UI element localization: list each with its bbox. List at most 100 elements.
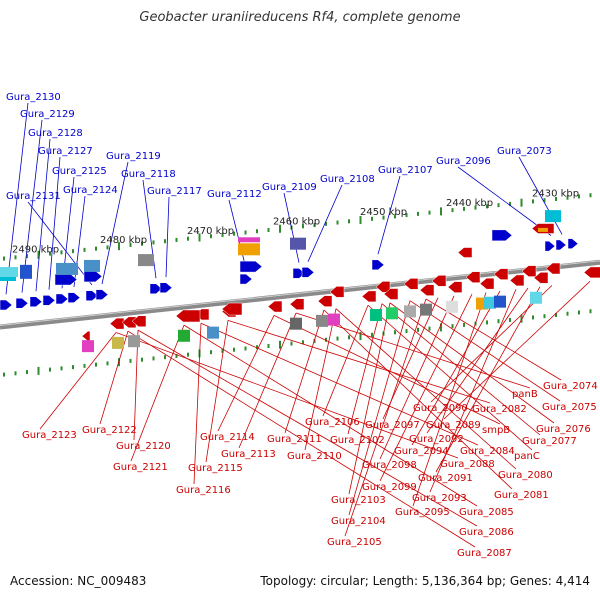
gene-box [328, 313, 340, 326]
gene-label-forward: Gura_2128 [28, 128, 83, 139]
forward-gene-arrow [239, 260, 263, 273]
gene-label-reverse: panC [514, 451, 540, 462]
map-title: Geobacter uraniireducens Rf4, complete g… [139, 10, 461, 25]
gene-box [238, 243, 260, 256]
gene-label-reverse: Gura_2087 [457, 548, 512, 559]
label-leader-line [322, 305, 369, 417]
forward-gene-arrow [159, 282, 173, 293]
gene-label-forward: Gura_2096 [436, 156, 491, 167]
gene-label-reverse: Gura_2088 [440, 459, 495, 470]
gene-label-reverse: panB [512, 389, 538, 400]
reverse-gene-arrow [479, 277, 495, 290]
reverse-gene-arrow [81, 330, 91, 342]
label-leader-line [27, 201, 93, 286]
gene-label-reverse: Gura_2077 [522, 436, 577, 447]
gene-label-reverse: Gura_2091 [418, 473, 473, 484]
gene-label-reverse: Gura_2093 [412, 493, 467, 504]
gene-box [494, 295, 506, 308]
label-leader-line [205, 320, 229, 463]
forward-gene-arrow [567, 238, 579, 249]
gene-label-reverse: Gura_2098 [362, 460, 417, 471]
label-leader-line [217, 315, 275, 432]
gene-label-reverse: Gura_2113 [221, 449, 276, 460]
gene-label-reverse: Gura_2089 [426, 420, 481, 431]
label-leader-line [227, 319, 491, 404]
gene-label-reverse: Gura_2092 [409, 434, 464, 445]
label-leader-line [193, 323, 202, 485]
label-leader-line [21, 119, 43, 293]
forward-gene-arrow [54, 273, 78, 286]
forward-gene-arrow [29, 296, 43, 308]
label-leader-line [35, 138, 51, 292]
label-leader-line [115, 332, 459, 459]
gene-label-forward: Gura_2108 [320, 174, 375, 185]
gene-label-reverse: Gura_2121 [113, 462, 168, 473]
gene-label-reverse: Gura_2104 [331, 516, 386, 527]
forward-gene-arrow [555, 239, 567, 251]
label-leader-line [367, 304, 533, 451]
topology-text: Topology: circular; Length: 5,136,364 bp… [260, 574, 590, 588]
gene-label-reverse: Gura_2094 [394, 446, 449, 457]
label-leader-line [5, 102, 29, 295]
gene-label-reverse: Gura_2110 [287, 451, 342, 462]
gene-label-reverse: Gura_2097 [365, 420, 420, 431]
reverse-gene-arrow [289, 298, 305, 310]
label-leader-line [348, 300, 411, 516]
forward-gene-arrow [301, 267, 315, 278]
reverse-gene-arrow [383, 288, 399, 300]
gene-label-reverse: smpB [482, 425, 510, 436]
gene-label-reverse: Gura_2123 [22, 430, 77, 441]
gene-box [290, 237, 306, 250]
label-leader-line [429, 289, 517, 493]
label-leader-line [411, 290, 501, 446]
forward-gene-arrow [149, 283, 163, 295]
forward-gene-arrow [0, 299, 13, 311]
reverse-gene-arrow [447, 281, 463, 293]
gene-box [484, 296, 496, 309]
gene-box [420, 303, 432, 316]
label-leader-line [101, 161, 129, 285]
label-leader-line [39, 332, 117, 430]
forward-gene-arrow [83, 270, 103, 283]
gene-label-reverse: Gura_2084 [460, 446, 515, 457]
label-leader-line [284, 309, 325, 434]
reverse-gene-arrow [493, 268, 509, 280]
label-leader-line [130, 324, 185, 462]
label-leader-line [430, 285, 553, 403]
forward-gene-arrow [95, 289, 109, 300]
gene-label-reverse: Gura_2103 [331, 495, 386, 506]
gene-label-forward: Gura_2125 [52, 166, 107, 177]
label-lines [5, 102, 591, 548]
reverse-gene-arrow [509, 274, 525, 287]
gene-label-reverse: Gura_2102 [330, 435, 385, 446]
forward-gene-arrow [42, 295, 56, 306]
gene-label-reverse: Gura_2111 [267, 434, 322, 445]
label-leader-line [323, 309, 513, 490]
gene-box [290, 317, 302, 330]
label-leader-line [344, 298, 427, 537]
gene-label-reverse: Gura_2081 [494, 490, 549, 501]
gene-label-reverse: Gura_2095 [395, 507, 450, 518]
reverse-gene-arrow [267, 300, 283, 313]
scale-label: 2480 kbp [100, 235, 147, 246]
gene-box [82, 340, 94, 353]
gene-label-reverse: Gura_2080 [498, 470, 553, 481]
gene-label-reverse: Gura_2115 [188, 463, 243, 474]
scale-labels: 2490 kbp 2480 kbp 2470 kbp 2460 kbp 2450 kbp… [12, 189, 579, 256]
gene-label-reverse: Gura_2082 [472, 404, 527, 415]
label-leader-line [335, 308, 517, 470]
reverse-gene-arrow [583, 266, 600, 279]
gene-label-forward: Gura_2107 [378, 165, 433, 176]
gene-label-forward: Gura_2127 [38, 146, 93, 157]
gene-label-forward: Gura_2119 [106, 151, 161, 162]
gene-box [238, 237, 260, 243]
reverse-gene-arrow [375, 281, 391, 293]
scale-label: 2430 kbp [532, 189, 579, 200]
gene-label-reverse: Gura_2122 [82, 425, 137, 436]
label-leader-line [228, 199, 247, 269]
scale-label: 2450 kbp [360, 207, 407, 218]
label-leader-line [133, 330, 139, 441]
gene-label-reverse: Gura_2075 [542, 402, 597, 413]
reverse-gene-arrow [465, 271, 481, 283]
label-leader-line [379, 295, 455, 460]
